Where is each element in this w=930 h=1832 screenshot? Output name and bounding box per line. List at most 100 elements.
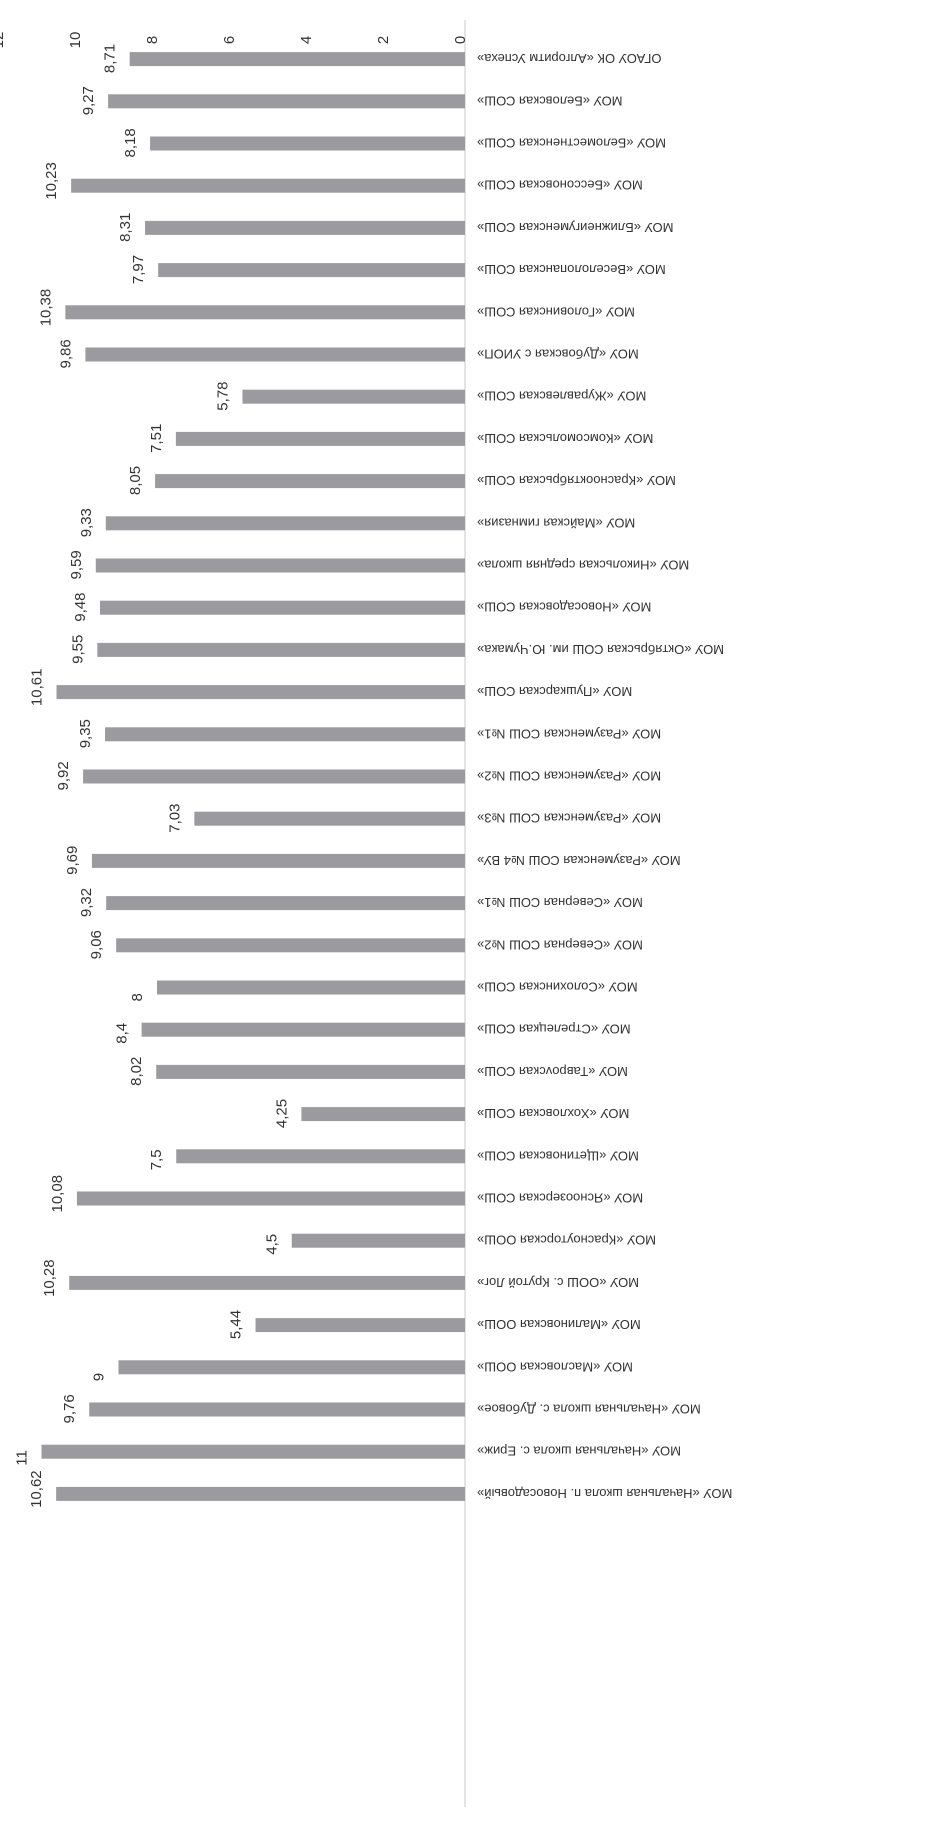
bar	[255, 1318, 465, 1333]
data-label: 9,48	[72, 592, 89, 621]
bar	[97, 642, 465, 657]
bar	[141, 1022, 465, 1037]
bar	[91, 853, 465, 868]
bar	[156, 1064, 465, 1079]
data-label: 10,08	[49, 1175, 66, 1213]
category-label: МОУ «Таврovская СОШ»	[477, 1064, 628, 1079]
category-label: МОУ «Дубовская с УИОП»	[477, 347, 639, 362]
category-label: МОУ «Краснооктябрьская СОШ»	[477, 473, 676, 488]
data-label: 10,28	[41, 1259, 58, 1297]
category-label: МОУ «Северная СОШ №1»	[477, 895, 643, 910]
bar	[158, 263, 465, 278]
bar	[85, 347, 465, 362]
category-label: МОУ «Бессоновская СОШ»	[477, 178, 643, 193]
category-label: МОУ «Щетиновская СОШ»	[477, 1148, 639, 1163]
category-label: МОУ «Беловская СОШ»	[477, 93, 623, 108]
bar	[106, 896, 465, 911]
data-label: 9,35	[77, 719, 94, 748]
category-label: МОУ «Разуменская СОШ №3»	[477, 811, 661, 826]
axis-tick-label: 10	[67, 32, 84, 49]
category-label: МОУ «Никольская средняя школа»	[477, 558, 689, 573]
data-label: 8	[129, 993, 146, 1001]
category-label: МОУ «Комсомольская СОШ»	[477, 431, 653, 446]
bar	[95, 558, 465, 573]
bar	[176, 1149, 465, 1164]
bar	[157, 980, 465, 995]
data-label: 8,05	[127, 466, 144, 495]
category-label: МОУ «Хохловская СОШ»	[477, 1106, 629, 1121]
category-label: ОГАОУ ОК «Алгоритм Успеха»	[477, 51, 662, 66]
category-label: МОУ «ООШ с. Крутой Лог»	[477, 1275, 639, 1290]
data-label: 7,03	[166, 803, 183, 832]
bar	[291, 1233, 465, 1248]
data-label: 8,02	[128, 1057, 145, 1086]
data-label: 7,5	[148, 1149, 165, 1170]
bar	[129, 52, 465, 67]
category-label: МОУ «Начальная школа п. Новосадовый»	[477, 1486, 732, 1501]
category-label: МОУ «Ясноозерская СОШ»	[477, 1191, 643, 1206]
bar	[118, 1360, 465, 1375]
category-label: МОУ «Журавлевская СОШ»	[477, 389, 646, 404]
bar	[194, 811, 465, 826]
data-label: 10,62	[28, 1470, 45, 1508]
data-label: 9	[91, 1373, 108, 1381]
bar	[116, 938, 465, 953]
category-label: МОУ «Начальная школа с. Дубовое»	[477, 1402, 701, 1417]
data-label: 9,55	[69, 635, 86, 664]
data-label: 8,4	[114, 1023, 131, 1044]
data-label: 4,5	[264, 1234, 281, 1255]
data-label: 9,06	[88, 930, 105, 959]
bar	[65, 305, 465, 320]
category-label: МОУ «Головинская СОШ»	[477, 304, 635, 319]
data-label: 10,23	[43, 162, 60, 200]
bar	[41, 1444, 465, 1459]
category-label: МОУ «Октябрьская СОШ им. Ю.Чумака»	[477, 642, 724, 657]
data-label: 7,51	[148, 424, 165, 453]
bar	[83, 769, 465, 784]
category-label: МОУ «Веселолопанская СОШ»	[477, 262, 666, 277]
bar	[301, 1107, 465, 1122]
category-label: МОУ «Северная СОШ №2»	[477, 937, 643, 952]
bar	[145, 220, 465, 235]
data-label: 9,32	[78, 888, 95, 917]
axis-tick-label: 12	[0, 32, 7, 49]
axis-tick-label: 4	[298, 36, 315, 44]
category-label: МОУ «Малиновская ООШ»	[477, 1317, 641, 1332]
category-label: МОУ «Ближнеигуменская СОШ»	[477, 220, 674, 235]
data-label: 9,92	[55, 761, 72, 790]
bar	[100, 600, 465, 615]
data-label: 8,71	[102, 44, 119, 73]
data-label: 11	[14, 1450, 31, 1466]
data-label: 9,76	[61, 1394, 78, 1423]
bar	[89, 1402, 465, 1417]
category-label: МОУ «Солохинская СОШ»	[477, 980, 638, 995]
axis-tick-label: 6	[221, 36, 238, 44]
category-label: МОУ «Новосадовская СОШ»	[477, 600, 651, 615]
category-label: МОУ «Пушкарская СОШ»	[477, 684, 632, 699]
axis-tick-label: 0	[452, 36, 469, 44]
bar	[69, 1275, 465, 1290]
data-label: 10,38	[37, 289, 54, 327]
data-label: 4,25	[273, 1099, 290, 1128]
data-label: 8,31	[117, 213, 134, 242]
data-label: 5,78	[214, 381, 231, 410]
bar	[105, 516, 465, 531]
category-label: МОУ «Разуменская СОШ №1»	[477, 726, 661, 741]
category-label: МОУ «Беломестненская СОШ»	[477, 136, 666, 151]
data-label: 7,97	[130, 255, 147, 284]
data-label: 9,59	[68, 550, 85, 579]
axis-tick-label: 8	[144, 36, 161, 44]
category-label: МОУ «Масловская ООШ»	[477, 1359, 633, 1374]
data-label: 10,61	[29, 669, 46, 707]
bar	[108, 94, 465, 109]
category-label: МОУ «Начальная школа с. Ериж»	[477, 1444, 681, 1459]
data-label: 8,18	[122, 128, 139, 157]
bar	[150, 136, 465, 151]
bar	[175, 431, 465, 446]
category-label: МОУ «Майская гимназия»	[477, 515, 635, 530]
category-label: МОУ «Стрелецкая СОШ»	[477, 1022, 631, 1037]
bar	[242, 389, 465, 404]
data-label: 9,33	[78, 508, 95, 537]
